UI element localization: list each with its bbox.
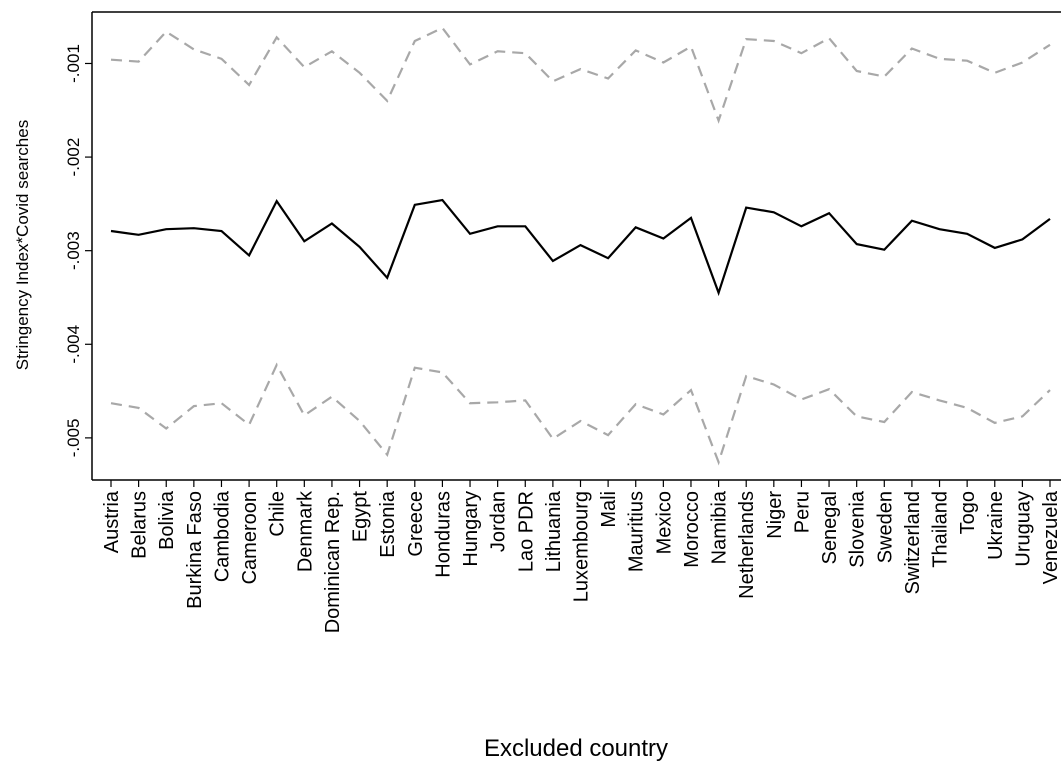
y-tick-label: -.003 — [64, 231, 83, 270]
y-tick-label: -.002 — [64, 138, 83, 177]
x-tick-label: Dominican Rep. — [322, 491, 344, 633]
y-tick-label: -.001 — [64, 44, 83, 83]
x-tick-label: Peru — [791, 491, 813, 533]
x-tick-label: Cameroon — [239, 491, 261, 584]
x-tick-label: Burkina Faso — [184, 491, 206, 609]
x-tick-label: Niger — [764, 491, 786, 539]
series-line-lower-bound — [110, 362, 1051, 466]
x-tick-label: Lao PDR — [515, 491, 537, 572]
y-axis-title: Stringency Index*Covid searches — [13, 120, 32, 370]
x-tick-label: Estonia — [377, 490, 399, 558]
x-tick-label: Thailand — [930, 491, 952, 568]
x-tick-label: Chile — [267, 491, 289, 537]
x-tick-label: Belarus — [129, 491, 151, 559]
x-tick-label: Greece — [405, 491, 427, 557]
x-tick-label: Egypt — [350, 491, 372, 543]
y-tick-label: -.005 — [64, 419, 83, 458]
x-tick-label: Uruguay — [1012, 491, 1034, 567]
x-tick-label: Lithuania — [543, 490, 565, 572]
x-tick-label: Venezuela — [1040, 490, 1061, 584]
x-tick-label: Hungary — [460, 491, 482, 567]
x-axis-title: Excluded country — [484, 735, 668, 762]
x-tick-label: Honduras — [432, 491, 454, 578]
x-tick-label: Austria — [101, 490, 123, 553]
x-tick-label: Switzerland — [902, 491, 924, 594]
x-tick-label: Netherlands — [736, 491, 758, 599]
x-tick-label: Ukraine — [985, 491, 1007, 560]
x-tick-label: Denmark — [294, 490, 316, 572]
x-tick-label: Slovenia — [847, 490, 869, 568]
y-tick-label: -.004 — [64, 325, 83, 364]
series-line-estimate — [110, 198, 1051, 297]
x-tick-label: Sweden — [874, 491, 896, 563]
series-line-upper-bound — [110, 26, 1051, 124]
y-axis: -.005 -.004 -.003 -.002 -.001 — [64, 12, 93, 480]
x-tick-label: Bolivia — [156, 490, 178, 550]
x-tick-label: Cambodia — [211, 490, 233, 582]
x-tick-label: Namibia — [709, 490, 731, 564]
x-tick-label: Morocco — [681, 491, 703, 568]
x-tick-label: Mauritius — [626, 491, 648, 572]
x-tick-label: Mexico — [653, 491, 675, 554]
x-tick-label: Mali — [598, 491, 620, 528]
x-tick-label: Senegal — [819, 491, 841, 564]
x-axis: Austria Belarus Bolivia Burkina Faso Cambodi… — [92, 479, 1061, 633]
x-tick-label: Togo — [957, 491, 979, 534]
plot-lines — [110, 26, 1051, 466]
x-tick-label: Jordan — [488, 491, 510, 552]
x-tick-label: Luxembourg — [571, 491, 593, 602]
